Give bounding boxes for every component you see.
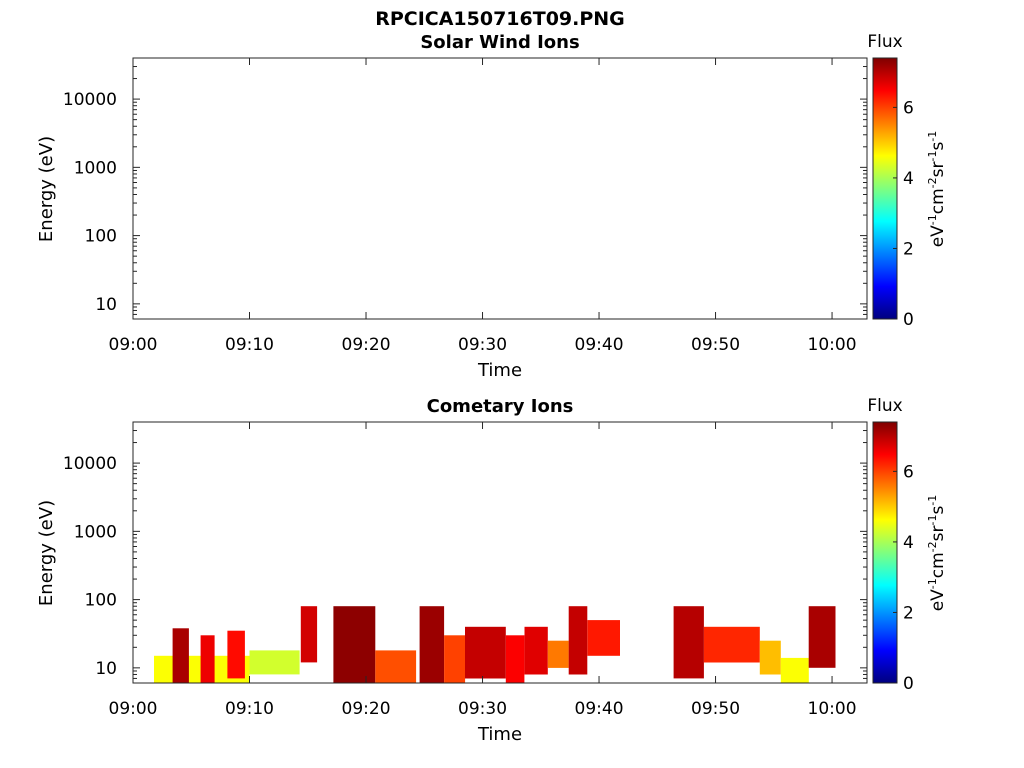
panel-title: Solar Wind Ions (420, 32, 579, 53)
colorbar-ticks: 0 2 4 6 (893, 98, 914, 330)
heatmap-cell (444, 635, 466, 683)
y-tick-label: 1000 (74, 158, 117, 178)
x-tick-label: 09:10 (225, 699, 274, 719)
heatmap-cell (587, 620, 620, 656)
y-tick-label: 1000 (74, 522, 117, 542)
colorbar-flux-label: Flux (867, 32, 902, 52)
y-axis-label: Energy (eV) (36, 136, 57, 242)
x-tick-label: 09:50 (691, 699, 740, 719)
heatmap-cell (333, 606, 376, 683)
colorbar-tick-label: 4 (903, 169, 914, 189)
heatmap-cell (524, 626, 548, 675)
x-tick-label: 09:10 (225, 335, 274, 355)
heatmap-cells (154, 606, 836, 683)
x-ticks: 09:00 09:10 09:20 09:30 09:40 09:50 10:00 (109, 58, 857, 355)
y-tick-label: 10 (95, 295, 117, 315)
heatmap-cell (227, 630, 245, 679)
plot-area (132, 421, 868, 684)
panel-solar-wind: Solar Wind Ions 09:00 09:10 09:20 09:30 09:4… (36, 32, 948, 381)
heatmap-cell (249, 650, 300, 675)
heatmap-cell (300, 606, 318, 663)
colorbar (872, 421, 898, 684)
x-ticks: 09:00 09:10 09:20 09:30 09:40 09:50 10:00 (109, 422, 857, 719)
colorbar-unit-label: eV-1cm-2sr-1s-1 (926, 131, 948, 248)
heatmap-cell (465, 626, 506, 679)
x-tick-label: 09:50 (691, 335, 740, 355)
y-tick-label: 100 (85, 227, 117, 247)
x-tick-label: 09:20 (342, 335, 391, 355)
heatmap-cell (505, 635, 525, 683)
colorbar-tick-label: 6 (903, 98, 914, 118)
x-tick-label: 09:40 (575, 335, 624, 355)
x-axis-label: Time (477, 724, 522, 745)
y-tick-label: 100 (85, 591, 117, 611)
colorbar-tick-label: 2 (903, 603, 914, 623)
heatmap-cell (419, 606, 445, 683)
figure-title: RPCICA150716T09.PNG (375, 8, 625, 30)
y-tick-label: 10000 (63, 454, 117, 474)
x-tick-label: 09:30 (458, 699, 507, 719)
heatmap-cell (780, 657, 809, 683)
heatmap-cell (200, 635, 215, 683)
colorbar-flux-label: Flux (867, 396, 902, 416)
plot-area (132, 57, 868, 320)
colorbar-tick-label: 4 (903, 533, 914, 553)
x-tick-label: 09:40 (575, 699, 624, 719)
y-axis-label: Energy (eV) (36, 500, 57, 606)
panel-cometary: Cometary Ions 09:00 09:10 09:20 09:30 09:40 0… (36, 396, 948, 745)
heatmap-cell (568, 606, 588, 675)
heatmap-cell (547, 640, 569, 668)
heatmap-cell (172, 628, 189, 683)
heatmap-cell (375, 650, 417, 683)
y-ticks: 10 100 1000 10000 (63, 57, 867, 320)
y-tick-label: 10 (95, 659, 117, 679)
y-ticks: 10 100 1000 10000 (63, 421, 867, 684)
colorbar (872, 57, 898, 320)
x-tick-label: 09:00 (109, 335, 158, 355)
colorbar-tick-label: 0 (903, 674, 914, 694)
x-tick-label: 09:00 (109, 699, 158, 719)
x-tick-label: 09:20 (342, 699, 391, 719)
colorbar-tick-label: 6 (903, 462, 914, 482)
x-tick-label: 09:30 (458, 335, 507, 355)
y-tick-label: 10000 (63, 90, 117, 110)
panel-title: Cometary Ions (427, 396, 574, 417)
heatmap-cell (673, 606, 704, 679)
x-tick-label: 10:00 (808, 335, 857, 355)
x-tick-label: 10:00 (808, 699, 857, 719)
x-axis-label: Time (477, 360, 522, 381)
colorbar-ticks: 0 2 4 6 (893, 462, 914, 694)
heatmap-cell (808, 606, 836, 668)
heatmap-cell (759, 640, 781, 675)
colorbar-unit-label: eV-1cm-2sr-1s-1 (926, 495, 948, 612)
colorbar-tick-label: 2 (903, 239, 914, 259)
heatmap-cell (703, 626, 760, 663)
colorbar-tick-label: 0 (903, 310, 914, 330)
